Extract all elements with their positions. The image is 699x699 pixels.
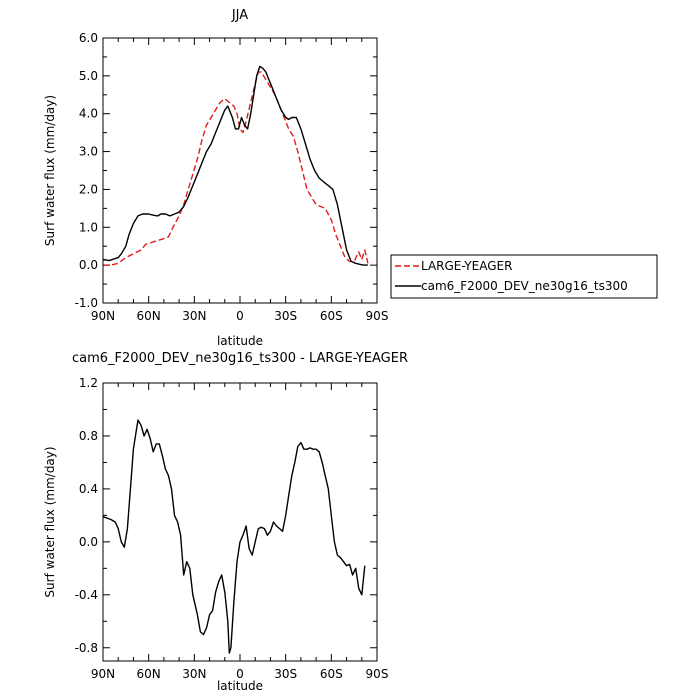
- bottom-panel-ticks: 90N 60N 30N 0 30S 60S 90S -0.8 -0.4 0.0 0.4 0.8 1.2: [75, 376, 389, 681]
- top-panel-y-axis-label: Surf water flux (mm/day): [43, 95, 57, 246]
- y-tick-label-0-4: 0.4: [79, 482, 98, 496]
- bottom-panel-x-axis-label: latitude: [217, 679, 263, 693]
- y-tick-label-1-2: 1.2: [79, 376, 98, 390]
- series-line-cam6-f2000-dev-ne30g16-ts300: [102, 65, 368, 266]
- y-tick-label-2-0: 2.0: [79, 182, 98, 196]
- x-tick-label-90n: 90N: [91, 667, 115, 681]
- y-tick-label-1-0: 1.0: [79, 220, 98, 234]
- legend-label-large-yeager: LARGE-YEAGER: [421, 259, 512, 273]
- top-panel-ticks: 90N 60N 30N 0 30S 60S 90S -1.0 0.0 1.0 2.0 3.0 4.0 5.…: [75, 31, 389, 323]
- bottom-panel-y-axis-label: Surf water flux (mm/day): [43, 446, 57, 597]
- top-panel: JJA latitude Surf water flux (mm/day) 90…: [43, 8, 658, 348]
- y-tick-label-4-0: 4.0: [79, 107, 98, 121]
- x-tick-label-90s: 90S: [366, 309, 389, 323]
- y-tick-label-0-0: 0.0: [79, 535, 98, 549]
- x-tick-label-60n: 60N: [137, 667, 161, 681]
- bottom-panel-title: cam6_F2000_DEV_ne30g16_ts300 - LARGE-YEA…: [72, 351, 408, 366]
- legend: LARGE-YEAGER cam6_F2000_DEV_ne30g16_ts30…: [390, 254, 658, 299]
- bottom-panel-series: [102, 419, 366, 654]
- x-tick-label-0: 0: [236, 309, 244, 323]
- legend-label-cam6: cam6_F2000_DEV_ne30g16_ts300: [421, 279, 628, 293]
- x-tick-label-30s: 30S: [274, 667, 297, 681]
- x-tick-label-30s: 30S: [274, 309, 297, 323]
- series-line-large-yeager: [103, 71, 369, 266]
- x-tick-label-60n: 60N: [137, 309, 161, 323]
- y-tick-label-0-8: 0.8: [79, 429, 98, 443]
- top-panel-x-axis-label: latitude: [217, 334, 263, 348]
- y-tick-label-3-0: 3.0: [79, 145, 98, 159]
- y-tick-label-6-0: 6.0: [79, 31, 98, 45]
- x-tick-label-60s: 60S: [320, 309, 343, 323]
- legend-box: [390, 254, 658, 299]
- x-tick-label-0: 0: [236, 667, 244, 681]
- top-panel-series: [102, 65, 369, 266]
- top-panel-frame: [102, 37, 378, 304]
- bottom-panel-frame: [102, 382, 378, 662]
- x-tick-label-90s: 90S: [366, 667, 389, 681]
- series-line-difference: [102, 419, 366, 654]
- y-tick-label-0-4: -0.4: [75, 588, 98, 602]
- x-tick-label-30n: 30N: [182, 309, 206, 323]
- x-tick-label-60s: 60S: [320, 667, 343, 681]
- y-tick-label-1-0: -1.0: [75, 296, 98, 310]
- bottom-panel: cam6_F2000_DEV_ne30g16_ts300 - LARGE-YEA…: [43, 351, 408, 693]
- x-tick-label-90n: 90N: [91, 309, 115, 323]
- y-tick-label-0-8: -0.8: [75, 641, 98, 655]
- y-tick-label-0-0: 0.0: [79, 258, 98, 272]
- top-panel-title: JJA: [231, 8, 248, 23]
- y-tick-label-5-0: 5.0: [79, 69, 98, 83]
- x-tick-label-30n: 30N: [182, 667, 206, 681]
